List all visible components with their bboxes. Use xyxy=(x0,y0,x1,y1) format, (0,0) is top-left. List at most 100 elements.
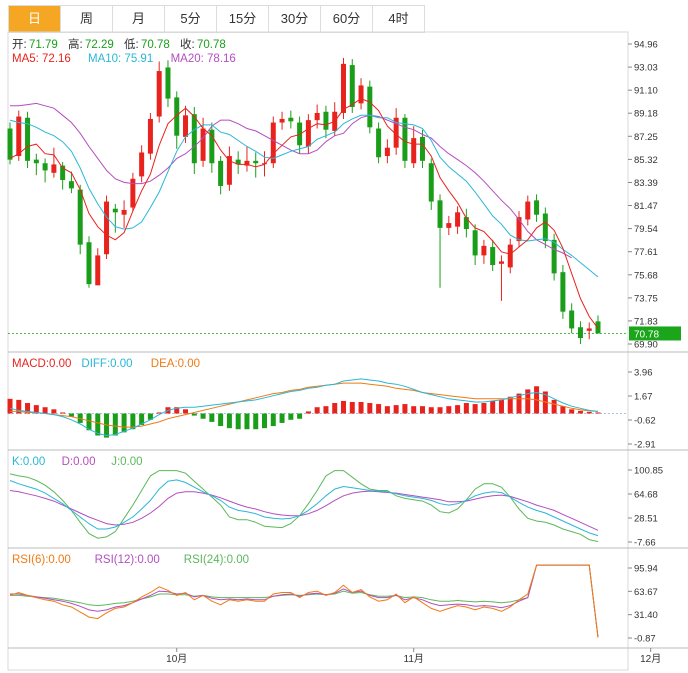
tab-0[interactable]: 日 xyxy=(9,6,61,32)
macd-bar xyxy=(51,409,57,414)
tab-7[interactable]: 4时 xyxy=(373,6,425,32)
macd-bar xyxy=(481,403,487,414)
macd-bar xyxy=(218,413,224,427)
y-tick-label: 75.68 xyxy=(634,270,658,281)
macd-bar xyxy=(60,412,66,414)
macd-bar xyxy=(95,413,101,436)
candle-body xyxy=(490,247,496,265)
ohlc-label-3: 收: xyxy=(180,37,195,51)
candle-body xyxy=(498,261,504,264)
candle-body xyxy=(156,71,162,117)
macd-bar xyxy=(411,406,417,414)
macd-bar xyxy=(560,406,566,414)
candle-body xyxy=(569,310,575,329)
macd-bar xyxy=(147,413,153,420)
macd-bar xyxy=(279,413,285,423)
candle-body xyxy=(595,321,601,334)
candle-body xyxy=(121,209,127,215)
y-tick-label: 87.25 xyxy=(634,132,658,143)
dea-line xyxy=(10,382,599,428)
legend-item-1: D:0.00 xyxy=(62,456,96,468)
candle-body xyxy=(279,118,285,123)
macd-bar xyxy=(376,404,382,414)
macd-bar xyxy=(340,400,346,414)
macd-bar xyxy=(349,401,355,414)
d-line xyxy=(9,490,599,531)
ma20-line xyxy=(10,102,572,259)
j-line xyxy=(9,470,599,543)
ohlc-value-0: 71.79 xyxy=(29,39,58,51)
candle-body xyxy=(33,159,39,164)
macd-bar xyxy=(262,413,268,429)
candle-body xyxy=(542,213,548,242)
candle-body xyxy=(25,117,31,161)
period-tabs: 日周月 5分 15分 30分 60分 4时 xyxy=(8,5,425,33)
current-price-label: 70.78 xyxy=(634,329,659,340)
y-tick-label: 94.96 xyxy=(634,40,658,51)
candle-body xyxy=(305,120,311,147)
macd-bar xyxy=(498,399,504,414)
macd-bar xyxy=(7,398,13,414)
macd-bar xyxy=(16,399,22,414)
candle-body xyxy=(534,200,540,215)
candle-body xyxy=(139,152,145,177)
macd-bar xyxy=(226,413,232,429)
y-tick-label: 77.61 xyxy=(634,247,658,258)
macd-bar xyxy=(174,407,180,414)
macd-bar xyxy=(121,413,127,433)
x-tick-label: 12月 xyxy=(640,653,661,665)
macd-bar xyxy=(595,412,601,414)
macd-bar xyxy=(104,413,110,438)
tab-3[interactable]: 5分 xyxy=(165,6,217,32)
candle-body xyxy=(42,163,48,171)
y-tick-label: -2.91 xyxy=(634,440,656,451)
candle-body xyxy=(525,201,531,220)
macd-bar xyxy=(314,407,320,414)
candle-body xyxy=(218,160,224,186)
macd-bar xyxy=(332,403,338,414)
candle-body xyxy=(200,128,206,161)
candle-body xyxy=(104,201,110,255)
rsi6-line xyxy=(9,564,599,638)
candle-body xyxy=(455,212,461,227)
macd-bar xyxy=(507,396,513,414)
candle-body xyxy=(340,63,346,113)
tab-4[interactable]: 15分 xyxy=(217,6,269,32)
ohlc-label-1: 高: xyxy=(68,37,83,51)
candle-body xyxy=(419,136,425,161)
macd-bar xyxy=(235,413,241,430)
tab-6[interactable]: 60分 xyxy=(321,6,373,32)
y-tick-label: 31.40 xyxy=(634,610,658,621)
macd-bar xyxy=(209,413,215,422)
candle-body xyxy=(147,118,153,154)
legend-item-2: MA20: 78.16 xyxy=(171,53,236,65)
macd-bar xyxy=(437,407,443,414)
ohlc-value-1: 72.29 xyxy=(85,39,114,51)
candle-body xyxy=(402,117,408,161)
y-tick-label: 64.68 xyxy=(634,490,658,501)
macd-bar xyxy=(288,413,294,420)
candle-body xyxy=(130,178,136,208)
candle-body xyxy=(244,160,250,166)
y-tick-label: 28.51 xyxy=(634,514,658,525)
candle-body xyxy=(77,189,83,245)
legend-item-1: DIFF:0.00 xyxy=(81,358,132,370)
candle-body xyxy=(51,164,57,173)
legend-item-0: RSI(6):0.00 xyxy=(12,554,71,566)
candle-body xyxy=(367,86,373,128)
macd-bar xyxy=(490,400,496,414)
y-tick-label: 1.67 xyxy=(634,392,653,403)
legend-item-1: RSI(12):0.00 xyxy=(95,554,160,566)
candle-body xyxy=(472,230,478,256)
ma5-line xyxy=(9,98,599,329)
tab-2[interactable]: 月 xyxy=(113,6,165,32)
macd-bar xyxy=(384,406,390,414)
tab-5[interactable]: 30分 xyxy=(269,6,321,32)
candle-body xyxy=(314,112,320,121)
macd-bar xyxy=(139,413,145,426)
y-tick-label: 89.18 xyxy=(634,109,658,120)
y-tick-label: 91.10 xyxy=(634,86,658,97)
y-tick-label: 81.47 xyxy=(634,201,658,212)
tab-1[interactable]: 周 xyxy=(61,6,113,32)
k-line xyxy=(9,479,599,537)
